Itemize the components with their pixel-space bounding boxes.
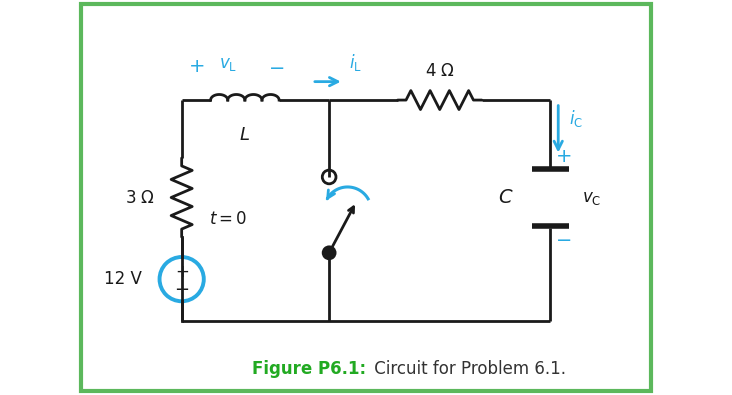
Text: 3 $\Omega$: 3 $\Omega$	[125, 188, 155, 207]
Text: $t = 0$: $t = 0$	[209, 210, 247, 228]
Circle shape	[322, 245, 337, 260]
Text: $v_\mathrm{L}$: $v_\mathrm{L}$	[219, 55, 236, 73]
Text: $-$: $-$	[269, 57, 285, 76]
Text: 4 $\Omega$: 4 $\Omega$	[425, 62, 455, 80]
Text: $v_\mathrm{C}$: $v_\mathrm{C}$	[582, 188, 601, 207]
Text: $i_\mathrm{L}$: $i_\mathrm{L}$	[349, 52, 362, 73]
Text: Circuit for Problem 6.1.: Circuit for Problem 6.1.	[369, 360, 566, 378]
Text: $C$: $C$	[498, 188, 513, 207]
Text: $i_\mathrm{C}$: $i_\mathrm{C}$	[569, 108, 583, 129]
Text: Figure P6.1:: Figure P6.1:	[252, 360, 366, 378]
Text: $-$: $-$	[556, 229, 572, 248]
Text: $+$: $+$	[556, 147, 572, 166]
Text: $+$: $+$	[187, 57, 204, 76]
Text: $+$: $+$	[175, 263, 189, 281]
Text: $-$: $-$	[174, 279, 190, 297]
Text: $L$: $L$	[239, 126, 250, 145]
Text: 12 V: 12 V	[104, 270, 142, 288]
